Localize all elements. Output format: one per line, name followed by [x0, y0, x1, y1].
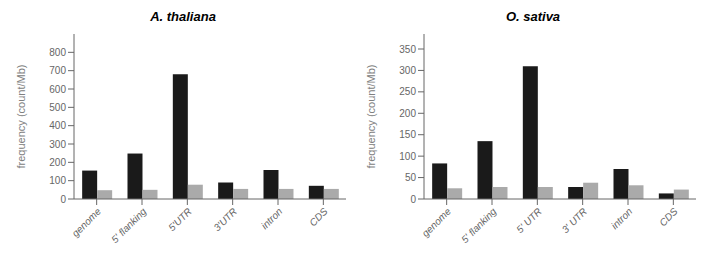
svg-text:0: 0: [410, 194, 416, 205]
svg-text:CDS: CDS: [657, 205, 680, 228]
svg-text:100: 100: [49, 175, 66, 186]
svg-text:50: 50: [405, 172, 417, 183]
svg-text:300: 300: [399, 65, 416, 76]
svg-text:5' flanking: 5' flanking: [459, 205, 499, 245]
svg-text:250: 250: [399, 86, 416, 97]
svg-text:500: 500: [49, 102, 66, 113]
svg-text:intron: intron: [259, 205, 285, 231]
svg-text:3' UTR: 3' UTR: [560, 206, 590, 236]
svg-text:100: 100: [399, 151, 416, 162]
svg-text:200: 200: [49, 157, 66, 168]
svg-text:5' flanking: 5' flanking: [109, 205, 149, 245]
svg-text:300: 300: [49, 139, 66, 150]
svg-text:700: 700: [49, 65, 66, 76]
html-text:A. thaliana: A. thaliana: [150, 9, 216, 24]
svg-text:frequency (count/Mb): frequency (count/Mb): [365, 65, 377, 169]
svg-text:genome: genome: [70, 205, 104, 239]
svg-text:5'UTR: 5'UTR: [166, 206, 194, 234]
svg-text:200: 200: [399, 108, 416, 119]
svg-text:genome: genome: [420, 205, 454, 239]
svg-text:frequency (count/Mb): frequency (count/Mb): [15, 65, 27, 169]
svg-text:400: 400: [49, 120, 66, 131]
svg-text:intron: intron: [609, 205, 635, 231]
svg-text:800: 800: [49, 47, 66, 58]
svg-text:5' UTR: 5' UTR: [514, 206, 544, 236]
html-text:O. sativa: O. sativa: [505, 9, 561, 24]
svg-text:3'UTR: 3'UTR: [212, 206, 240, 234]
svg-text:350: 350: [399, 44, 416, 55]
svg-text:0: 0: [60, 194, 66, 205]
svg-text:CDS: CDS: [307, 205, 330, 228]
svg-text:150: 150: [399, 129, 416, 140]
svg-text:600: 600: [49, 84, 66, 95]
